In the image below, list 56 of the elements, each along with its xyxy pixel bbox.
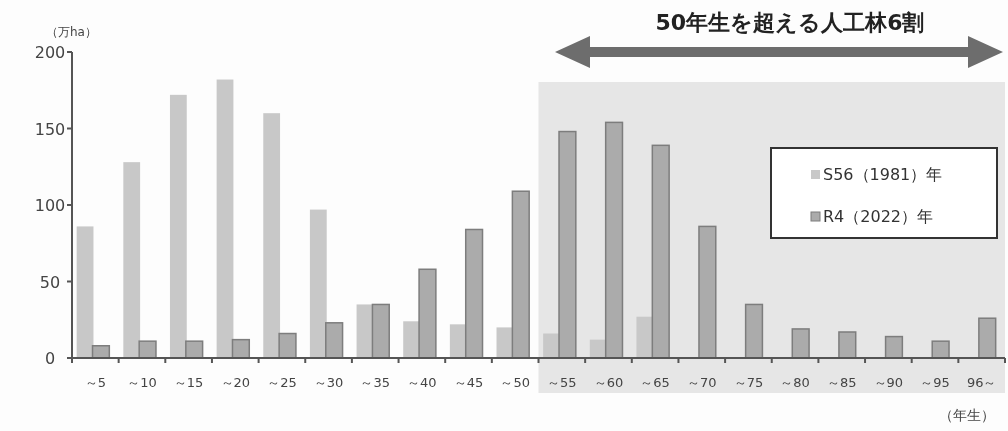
bar <box>838 331 857 359</box>
y-tick-label: 0 <box>44 349 56 368</box>
bar <box>263 113 281 358</box>
x-tick-label: ～40 <box>407 375 437 390</box>
chart-title: 50年生を超える人工林6割 <box>655 10 925 35</box>
bar <box>744 303 764 359</box>
bar <box>931 340 950 359</box>
bar <box>418 268 437 359</box>
x-axis-title: （年生） <box>939 407 995 423</box>
bar <box>978 317 997 359</box>
x-tick-label: ～75 <box>733 375 764 390</box>
bar <box>698 225 717 359</box>
y-tick-label: 200 <box>34 43 66 62</box>
y-tick-label: 100 <box>34 196 66 215</box>
bar <box>651 144 670 359</box>
bar <box>558 130 577 359</box>
bar <box>123 162 141 358</box>
bar <box>884 335 904 359</box>
y-axis-title: （万ha） <box>46 25 97 39</box>
bar <box>169 94 187 358</box>
bar <box>636 316 654 358</box>
x-tick-label: ～5 <box>84 375 106 390</box>
bar <box>511 190 530 359</box>
bar <box>464 228 484 359</box>
legend-label: R4（2022）年 <box>823 207 934 226</box>
bar <box>604 121 624 359</box>
bar <box>278 332 297 359</box>
x-tick-label: ～25 <box>267 375 297 390</box>
x-tick-label: ～30 <box>313 375 344 390</box>
legend-label: S56（1981）年 <box>823 165 943 184</box>
x-tick-label: ～55 <box>547 375 577 390</box>
y-tick-label: 50 <box>39 272 61 292</box>
bar <box>231 338 251 359</box>
bar <box>138 340 157 359</box>
x-tick-label: 96～ <box>966 375 997 390</box>
x-tick-label: ～65 <box>640 375 670 390</box>
bar <box>791 328 810 359</box>
bar <box>371 303 390 359</box>
x-tick-label: ～70 <box>687 375 717 390</box>
x-tick-label: ～95 <box>920 375 950 390</box>
y-tick-label: 150 <box>34 119 66 139</box>
bar <box>309 209 327 358</box>
x-tick-label: ～80 <box>780 375 810 390</box>
bar <box>216 79 234 358</box>
x-tick-label: ～35 <box>360 375 390 390</box>
bar <box>185 340 204 359</box>
x-tick-label: ～45 <box>453 375 484 390</box>
x-tick-label: ～90 <box>873 375 904 390</box>
bar <box>325 322 344 359</box>
x-tick-label: ～15 <box>173 375 204 390</box>
x-tick-label: ～50 <box>500 375 530 390</box>
x-tick-label: ～60 <box>593 375 624 390</box>
x-tick-label: ～85 <box>826 375 857 390</box>
x-tick-label: ～20 <box>220 375 251 390</box>
x-tick-label: ～10 <box>127 375 157 390</box>
bar <box>76 226 94 358</box>
